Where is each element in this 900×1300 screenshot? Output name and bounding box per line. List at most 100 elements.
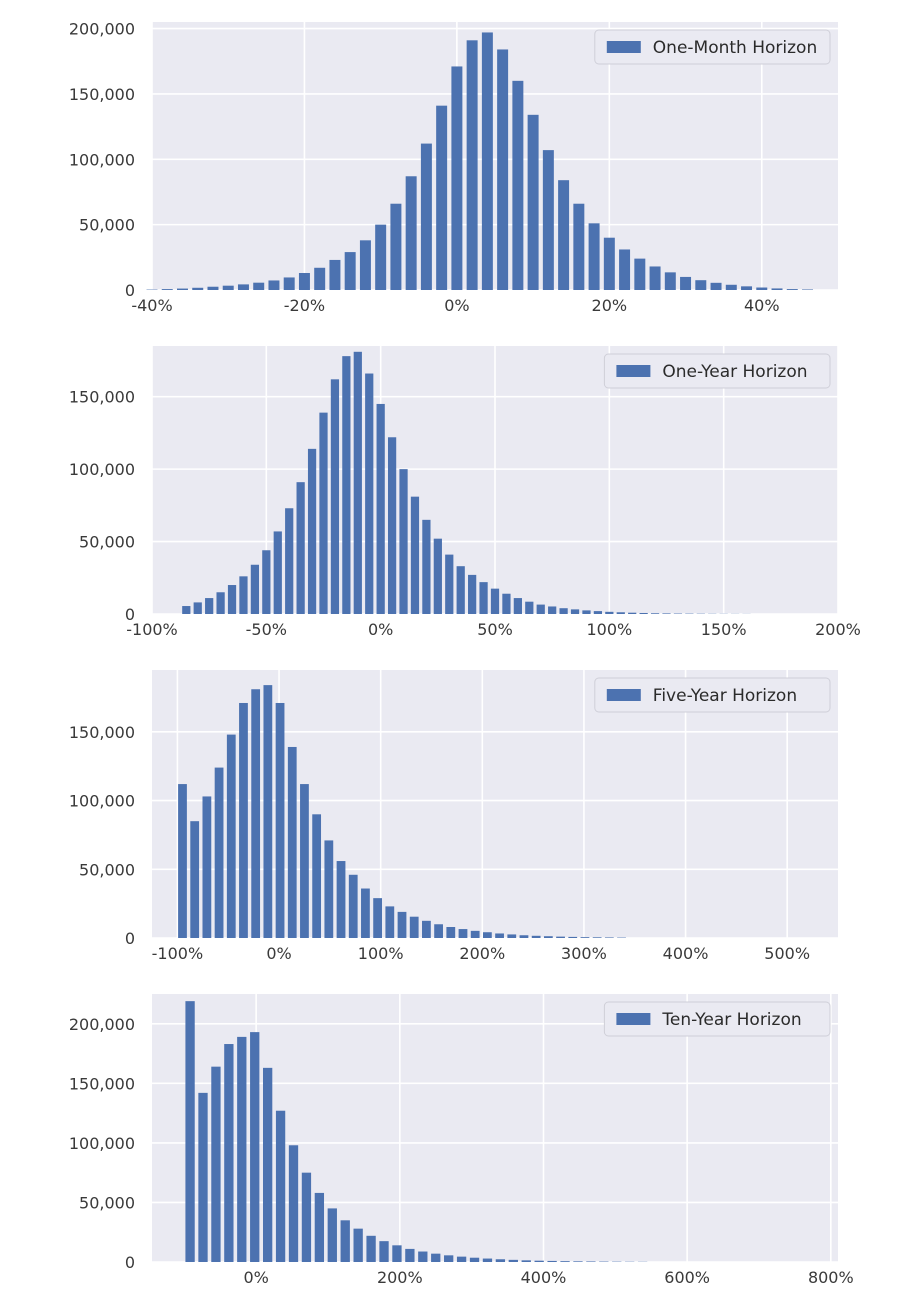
chart-2-x-tick-label: 50% xyxy=(477,620,513,639)
chart-panel-4: 0% 200% 400% 600% 800% 0 50,000 100,000 150,000 2… xyxy=(0,972,900,1296)
chart-2-bar xyxy=(433,538,442,614)
chart-2-bar xyxy=(193,602,202,614)
chart-2-bar xyxy=(468,574,477,614)
chart-1-bar xyxy=(283,277,295,290)
chart-2-bar xyxy=(616,612,625,614)
chart-4-x-tick-label: 0% xyxy=(243,1268,268,1287)
chart-2-bar xyxy=(365,373,374,614)
chart-1-bar xyxy=(237,284,249,290)
chart-1-plot-area xyxy=(152,22,838,290)
chart-2-bar xyxy=(536,604,545,614)
chart-1-bar xyxy=(192,287,204,290)
chart-3-bar xyxy=(300,784,309,938)
chart-4-x-tick-label: 400% xyxy=(521,1268,567,1287)
chart-4-bar xyxy=(327,1208,337,1262)
chart-4-bar xyxy=(185,1001,195,1262)
chart-4-y-tick-label: 50,000 xyxy=(79,1193,135,1212)
chart-3-x-tick-label: 400% xyxy=(663,944,709,963)
chart-2-bar xyxy=(307,448,317,614)
chart-2-bar xyxy=(216,592,225,614)
chart-2-x-tick-label: 100% xyxy=(586,620,632,639)
chart-1-bar xyxy=(634,258,646,290)
chart-3-y-tick-label: 150,000 xyxy=(69,723,135,742)
chart-4-legend xyxy=(603,1001,831,1037)
chart-3-bar xyxy=(348,874,358,938)
chart-3-bar xyxy=(482,932,492,938)
chart-1-bar xyxy=(588,223,600,290)
chart-1-y-tick-label: 150,000 xyxy=(69,85,135,104)
chart-3-bar xyxy=(543,936,553,938)
chart-2-bar xyxy=(262,550,271,614)
chart-1-bar xyxy=(695,280,707,290)
chart-3-bar xyxy=(202,796,212,938)
chart-3-bar xyxy=(434,924,443,938)
chart-3-bar xyxy=(226,734,236,938)
chart-1-bar xyxy=(558,180,570,290)
chart-4-bar xyxy=(211,1066,221,1262)
chart-panel-1: -40% -20% 0% 20% 40% 0 50,000 100,000 150,000 200… xyxy=(0,0,900,324)
chart-1-bar xyxy=(619,249,631,290)
chart-4-y-tick-label: 0 xyxy=(125,1253,135,1272)
chart-panel-3: -100% 0% 100% 200% 300% 400% 500% 0 50,000 100,00… xyxy=(0,648,900,972)
chart-2-bar xyxy=(227,585,237,614)
chart-2-bar xyxy=(182,606,191,614)
chart-2-y-tick-label: 50,000 xyxy=(79,533,135,552)
chart-3-x-tick-label: 0% xyxy=(266,944,291,963)
chart-1-bar xyxy=(512,80,524,290)
chart-4-y-tick-label: 100,000 xyxy=(69,1134,135,1153)
chart-4-y-tick-label: 200,000 xyxy=(69,1015,135,1034)
chart-4-bar xyxy=(237,1036,247,1262)
chart-4-bar xyxy=(224,1044,234,1262)
chart-2-bar xyxy=(570,609,580,614)
chart-3-bar xyxy=(592,937,602,938)
chart-3-bar xyxy=(495,933,504,938)
chart-4-bar xyxy=(353,1228,363,1262)
chart-4-bar xyxy=(495,1259,506,1262)
chart-2-bar xyxy=(399,469,408,614)
chart-2-bar xyxy=(559,608,568,614)
chart-1-bar xyxy=(542,150,554,290)
chart-1-bar xyxy=(771,288,783,290)
chart-2-bar xyxy=(239,576,248,614)
chart-3-bar xyxy=(458,929,468,938)
chart-1-bar xyxy=(451,66,463,290)
chart-2-bar xyxy=(376,403,385,614)
chart-2-bar xyxy=(273,531,282,614)
chart-1-bar xyxy=(177,288,188,290)
chart-1-x-tick-label: 0% xyxy=(444,296,469,315)
chart-2-bar xyxy=(353,351,362,614)
chart-4-svg: 0% 200% 400% 600% 800% 0 50,000 100,000 150,000 2… xyxy=(69,994,854,1287)
chart-1-bar xyxy=(405,176,417,290)
chart-3-y-tick-label: 0 xyxy=(125,929,135,948)
chart-3-bar xyxy=(214,767,224,938)
chart-1-bar xyxy=(268,280,280,290)
chart-3-bar xyxy=(604,937,614,938)
chart-1-y-tick-label: 0 xyxy=(125,281,135,300)
chart-3-bar xyxy=(531,935,541,938)
chart-1-bar xyxy=(314,267,326,290)
chart-3-bar xyxy=(178,784,187,938)
chart-3-bar xyxy=(580,937,590,938)
chart-4-bar xyxy=(586,1261,596,1262)
chart-4-bar xyxy=(534,1260,544,1262)
chart-2-bar xyxy=(605,611,614,614)
chart-2-bar xyxy=(502,593,511,614)
chart-2-legend xyxy=(603,353,831,389)
chart-4-bar xyxy=(250,1032,260,1262)
chart-2-x-tick-label: 0% xyxy=(368,620,393,639)
chart-3-x-tick-label: 500% xyxy=(764,944,810,963)
chart-3-bar xyxy=(422,920,431,938)
chart-1-legend-swatch xyxy=(606,41,641,53)
chart-2-bar xyxy=(205,598,214,614)
chart-1-x-tick-label: -20% xyxy=(284,296,325,315)
chart-3-bar xyxy=(336,861,346,938)
chart-4-x-tick-label: 600% xyxy=(664,1268,710,1287)
chart-3-bar xyxy=(385,906,395,938)
chart-4-bar xyxy=(521,1260,531,1262)
chart-4-bar xyxy=(444,1255,454,1262)
chart-3-bar xyxy=(470,930,480,938)
chart-2-legend-swatch xyxy=(616,365,651,377)
chart-3-x-tick-label: 300% xyxy=(561,944,607,963)
chart-2-bar xyxy=(250,564,260,614)
chart-1-bar xyxy=(253,282,265,290)
